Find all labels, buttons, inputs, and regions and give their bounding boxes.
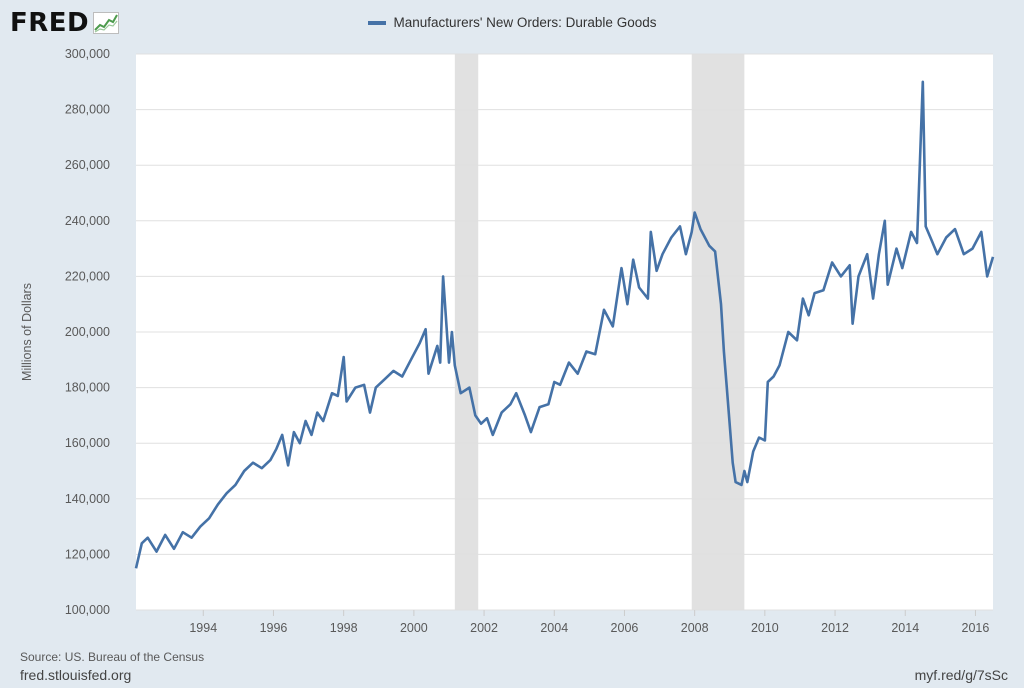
y-tick-label: 160,000 <box>65 436 110 450</box>
y-tick-label: 240,000 <box>65 214 110 228</box>
x-tick-label: 2014 <box>891 621 919 635</box>
y-tick-label: 300,000 <box>65 47 110 61</box>
logo-text: FRED <box>10 8 90 38</box>
x-tick-label: 2016 <box>962 621 990 635</box>
legend-label: Manufacturers' New Orders: Durable Goods <box>393 15 657 30</box>
short-link[interactable]: myf.red/g/7sSc <box>914 667 1008 683</box>
x-tick-label: 2000 <box>400 621 428 635</box>
y-tick-label: 100,000 <box>65 603 110 617</box>
x-tick-label: 2004 <box>540 621 568 635</box>
legend-swatch <box>367 20 386 25</box>
x-tick-label: 2006 <box>611 621 639 635</box>
y-tick-label: 220,000 <box>65 269 110 283</box>
x-tick-label: 2010 <box>751 621 779 635</box>
x-tick-label: 2012 <box>821 621 849 635</box>
y-tick-label: 280,000 <box>65 103 110 117</box>
source-note: Source: US. Bureau of the Census <box>20 650 205 664</box>
y-tick-label: 140,000 <box>65 492 110 506</box>
y-tick-label: 200,000 <box>65 325 110 339</box>
y-axis-title: Millions of Dollars <box>20 283 34 381</box>
x-tick-label: 1996 <box>260 621 288 635</box>
series-line <box>134 80 995 569</box>
x-tick-label: 2008 <box>681 621 709 635</box>
site-link[interactable]: fred.stlouisfed.org <box>20 667 132 683</box>
y-tick-label: 180,000 <box>65 381 110 395</box>
x-tick-label: 1994 <box>189 621 217 635</box>
fred-logo[interactable]: FRED <box>10 8 120 38</box>
x-tick-label: 1998 <box>330 621 358 635</box>
y-tick-label: 120,000 <box>65 547 110 561</box>
y-tick-label: 260,000 <box>65 158 110 172</box>
chart-legend: Manufacturers' New Orders: Durable Goods <box>0 15 1024 30</box>
trend-chart-icon <box>93 12 120 34</box>
x-tick-label: 2002 <box>470 621 498 635</box>
